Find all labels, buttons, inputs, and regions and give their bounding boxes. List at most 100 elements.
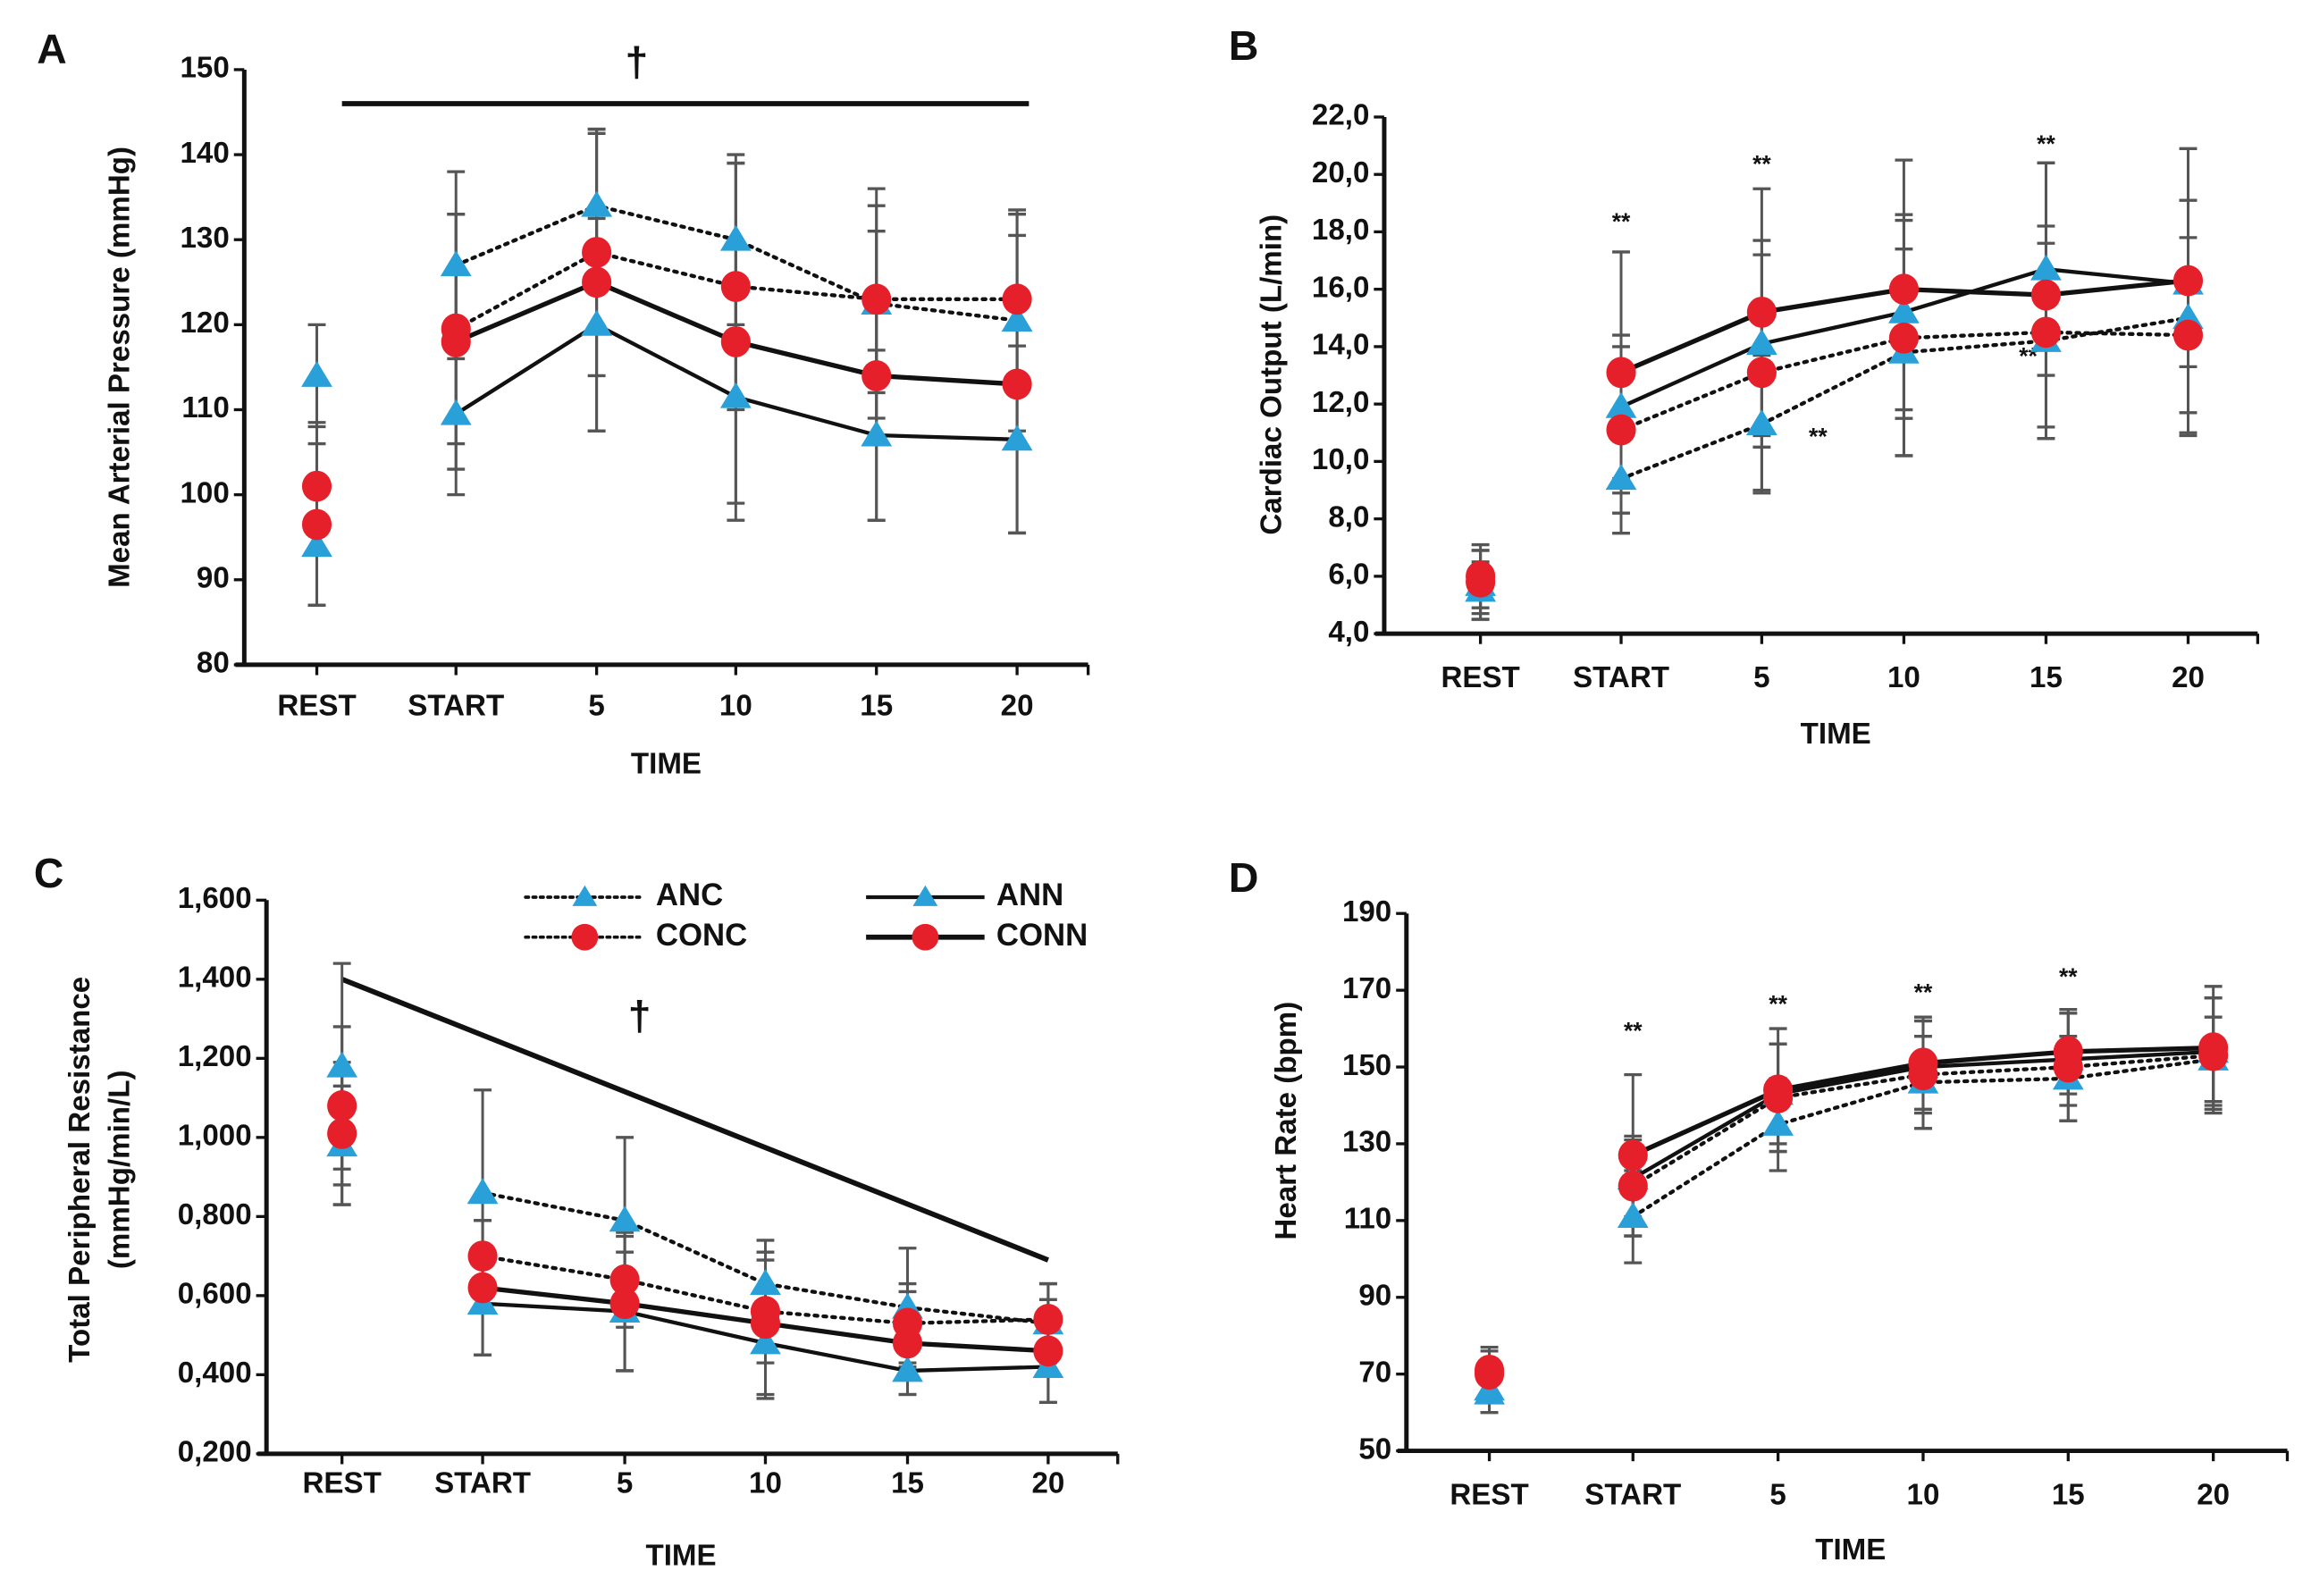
significance-annotation: ** <box>1914 979 1933 1005</box>
data-point-conc <box>582 237 612 268</box>
data-point-anc <box>440 250 472 277</box>
y-tick-label: 170 <box>1342 972 1391 1005</box>
data-point-conn <box>582 266 612 298</box>
data-point-conc <box>467 1240 498 1273</box>
data-point-conn <box>1888 273 1919 306</box>
y-axis-title: Total Peripheral Resistance <box>63 977 97 1363</box>
y-tick-label: 140 <box>180 137 229 170</box>
data-point-anc <box>609 1205 641 1232</box>
data-point-ann <box>440 399 472 425</box>
x-tick-label: START <box>434 1466 531 1499</box>
x-tick-label: 20 <box>1001 690 1034 723</box>
x-tick-label: 5 <box>1769 1479 1786 1512</box>
data-point-conc <box>1002 283 1032 315</box>
data-point-conc <box>1888 322 1919 354</box>
data-point-ann <box>892 1356 923 1382</box>
data-point-ann <box>301 531 332 558</box>
data-point-conn <box>720 325 751 357</box>
y-tick-label: 20,0 <box>1312 156 1369 189</box>
data-point-ann <box>581 309 613 336</box>
significance-annotation: ** <box>1752 151 1771 178</box>
y-tick-label: 110 <box>1344 1203 1391 1236</box>
data-point-conn <box>301 508 332 541</box>
data-point-conn <box>1466 560 1496 592</box>
data-point-conc <box>720 271 751 302</box>
data-point-conn <box>861 360 892 391</box>
data-point-conn <box>467 1272 498 1304</box>
y-tick-label: 8,0 <box>1328 500 1369 533</box>
x-tick-label: START <box>1584 1479 1681 1512</box>
significance-annotation: ** <box>2037 130 2055 157</box>
y-tick-label: 1,200 <box>178 1040 252 1073</box>
significance-marker: † <box>625 38 648 85</box>
data-point-anc <box>581 190 613 217</box>
panel-b: B 22,0 20,0 18,0 16,0 14,0 12,0 10,0 8,0 6,0 4,0 RE… <box>1229 22 2260 751</box>
y-tick-label: 110 <box>181 391 229 424</box>
data-point-conn <box>1033 1335 1063 1367</box>
data-point-conn <box>1606 357 1636 389</box>
y-tick-label: 1,400 <box>178 962 252 995</box>
y-tick-label: 150 <box>180 52 229 85</box>
data-point-anc <box>1745 409 1777 436</box>
data-point-conc <box>1606 414 1636 446</box>
data-point-conc <box>861 283 892 315</box>
y-tick-label: 70 <box>1358 1356 1391 1389</box>
x-tick-label: 20 <box>2172 661 2205 694</box>
data-point-conn <box>1002 368 1032 400</box>
x-tick-label: 10 <box>719 690 752 723</box>
y-tick-label: 0,800 <box>178 1198 252 1231</box>
x-tick-label: 10 <box>1887 661 1920 694</box>
y-tick-label: 22,0 <box>1312 99 1369 132</box>
data-point-anc <box>466 1178 499 1205</box>
x-tick-label: 10 <box>1907 1479 1940 1512</box>
y-tick-label: 10,0 <box>1312 443 1369 476</box>
data-point-conn <box>1763 1074 1794 1106</box>
significance-marker: † <box>628 992 651 1038</box>
y-tick-label: 16,0 <box>1312 271 1369 304</box>
y-tick-label: 4,0 <box>1328 616 1369 649</box>
legend-label: CONN <box>996 919 1088 953</box>
data-point-ann <box>1888 297 1920 323</box>
y-tick-label: 130 <box>180 222 229 255</box>
legend-triangle-icon <box>572 885 598 906</box>
x-axis-title: TIME <box>1801 718 1871 751</box>
x-tick-label: REST <box>277 690 356 723</box>
data-point-ann <box>1745 329 1777 356</box>
panel-label: C <box>34 850 64 896</box>
legend-circle-icon <box>912 923 939 951</box>
data-point-conn <box>1908 1047 1938 1079</box>
x-axis-title: TIME <box>645 1540 716 1573</box>
y-tick-label: 1,600 <box>178 882 252 915</box>
data-point-conn <box>1475 1354 1505 1386</box>
panel-c: C 1,600 1,400 1,200 1,000 0,800 0,600 0,400 0,20… <box>34 850 1120 1573</box>
x-tick-label: REST <box>1450 1479 1528 1512</box>
data-point-conn <box>2172 265 2204 297</box>
data-point-anc <box>719 224 752 251</box>
y-tick-label: 80 <box>197 647 230 680</box>
x-tick-label: 5 <box>588 690 604 723</box>
y-tick-label: 120 <box>180 307 229 340</box>
x-tick-label: 20 <box>2197 1479 2230 1512</box>
x-axis-title: TIME <box>1815 1533 1886 1567</box>
data-point-conc <box>2172 319 2204 351</box>
y-tick-label: 130 <box>1342 1126 1391 1159</box>
x-axis-title: TIME <box>631 747 702 780</box>
data-point-conc <box>301 470 332 502</box>
data-point-conn <box>609 1288 640 1320</box>
legend-label: ANC <box>656 878 723 912</box>
significance-annotation: ** <box>1809 424 1828 450</box>
x-tick-label: REST <box>303 1466 382 1499</box>
data-point-ann <box>719 382 752 408</box>
data-point-anc <box>1001 306 1033 332</box>
trend-line <box>340 977 1049 1263</box>
x-tick-label: START <box>408 690 504 723</box>
y-axis-title: (mmHg/min/L) <box>104 1070 137 1269</box>
data-point-conn <box>750 1307 781 1340</box>
data-point-conn <box>2053 1036 2083 1068</box>
series-line-conc <box>1618 330 2190 433</box>
data-point-anc <box>1605 464 1637 491</box>
x-tick-label: 5 <box>1753 661 1769 694</box>
data-point-conn <box>327 1118 357 1149</box>
data-point-conn <box>2198 1032 2229 1063</box>
